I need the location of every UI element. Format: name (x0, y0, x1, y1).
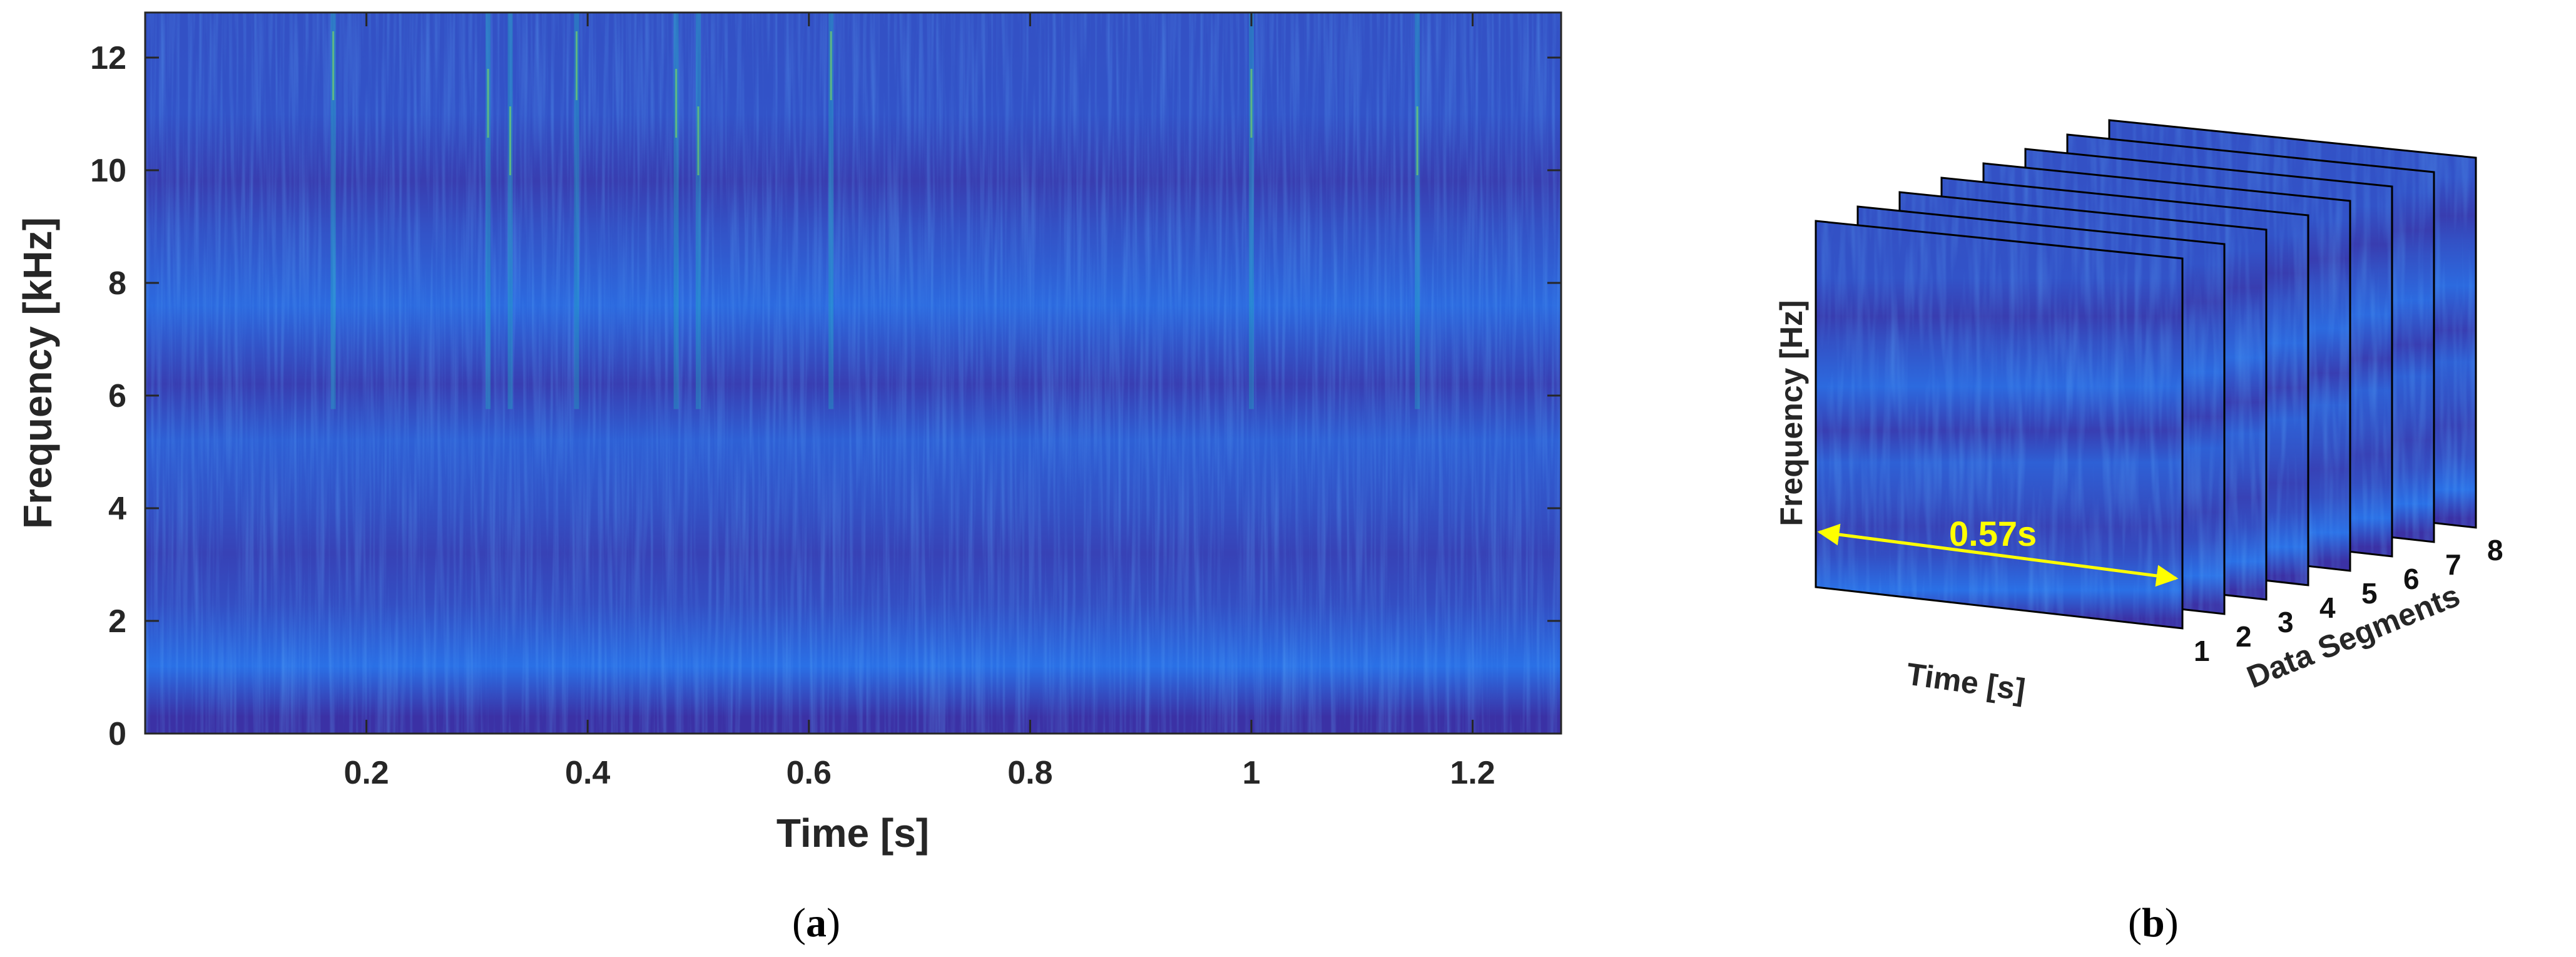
segment-number-label: 2 (2236, 620, 2252, 653)
caption-b: (b) (2128, 900, 2179, 946)
y-tick-label: 6 (108, 378, 126, 414)
y-tick-label: 12 (90, 40, 126, 76)
segment-frames (1815, 119, 2477, 630)
x-tick-label: 1.2 (1450, 755, 1495, 791)
bright-streak (695, 13, 701, 409)
bright-streak-core (487, 69, 489, 138)
bright-streak (486, 13, 491, 409)
bright-streak-core (675, 69, 678, 138)
segment-number-label: 4 (2319, 591, 2336, 624)
segment-number-label: 1 (2194, 635, 2210, 667)
bright-streak (574, 13, 579, 409)
bright-streak (1248, 13, 1254, 409)
bright-streak-core (332, 31, 335, 100)
segments-time-axis-label: Time [s] (1904, 656, 2027, 707)
segments-frequency-axis-label: Frequency [Hz] (1774, 300, 1809, 526)
y-tick-label: 4 (108, 491, 126, 527)
segment-number-label: 8 (2487, 534, 2503, 566)
plot-frame (144, 11, 1562, 735)
bright-streak-core (1250, 69, 1253, 138)
bright-streak (828, 13, 834, 409)
bright-streak-core (576, 31, 578, 100)
segment-number-label: 7 (2445, 548, 2461, 581)
bright-streak (673, 13, 679, 409)
spectrogram-image (145, 13, 1561, 734)
y-tick-label: 10 (90, 153, 126, 189)
panel-a-spectrogram: 0.2 0.4 0.6 0.8 1 1.2 0 2 4 6 8 10 12 Time [s] Freq… (15, 11, 1562, 856)
segments-depth-axis-label: Data Segments (2242, 578, 2465, 695)
segment-number-label: 3 (2278, 606, 2294, 638)
x-axis-label: Time [s] (776, 811, 929, 856)
x-tick-label: 0.4 (565, 755, 610, 791)
segment-frame-border (1815, 220, 2184, 630)
y-axis-ticks: 0 2 4 6 8 10 12 (90, 40, 1561, 752)
bright-streak-core (1416, 106, 1418, 175)
segment-frame-texture (1816, 221, 2182, 628)
bright-streak-core (509, 106, 511, 175)
x-axis-ticks: 0.2 0.4 0.6 0.8 1 1.2 (344, 13, 1495, 791)
bright-streak (507, 13, 513, 409)
spectrogram-streaks (330, 13, 1420, 409)
y-axis-label: Frequency [kHz] (15, 217, 60, 529)
y-tick-label: 8 (108, 265, 126, 302)
duration-arrow (1817, 523, 2179, 587)
duration-label: 0.57s (1949, 514, 2037, 553)
x-tick-label: 0.2 (344, 755, 389, 791)
spectrogram-texture (145, 13, 1561, 734)
caption-a: (a) (792, 900, 840, 946)
y-tick-label: 0 (108, 716, 126, 752)
segment-number-label: 5 (2361, 577, 2378, 610)
x-tick-label: 0.6 (787, 755, 832, 791)
segment-number-label: 6 (2403, 563, 2420, 595)
x-tick-label: 1 (1243, 755, 1261, 791)
x-tick-label: 0.8 (1007, 755, 1052, 791)
bright-streak-core (830, 31, 832, 100)
bright-streak-core (697, 106, 700, 175)
bright-streak (1415, 13, 1420, 409)
y-tick-label: 2 (108, 603, 126, 640)
bright-streak (330, 13, 336, 409)
